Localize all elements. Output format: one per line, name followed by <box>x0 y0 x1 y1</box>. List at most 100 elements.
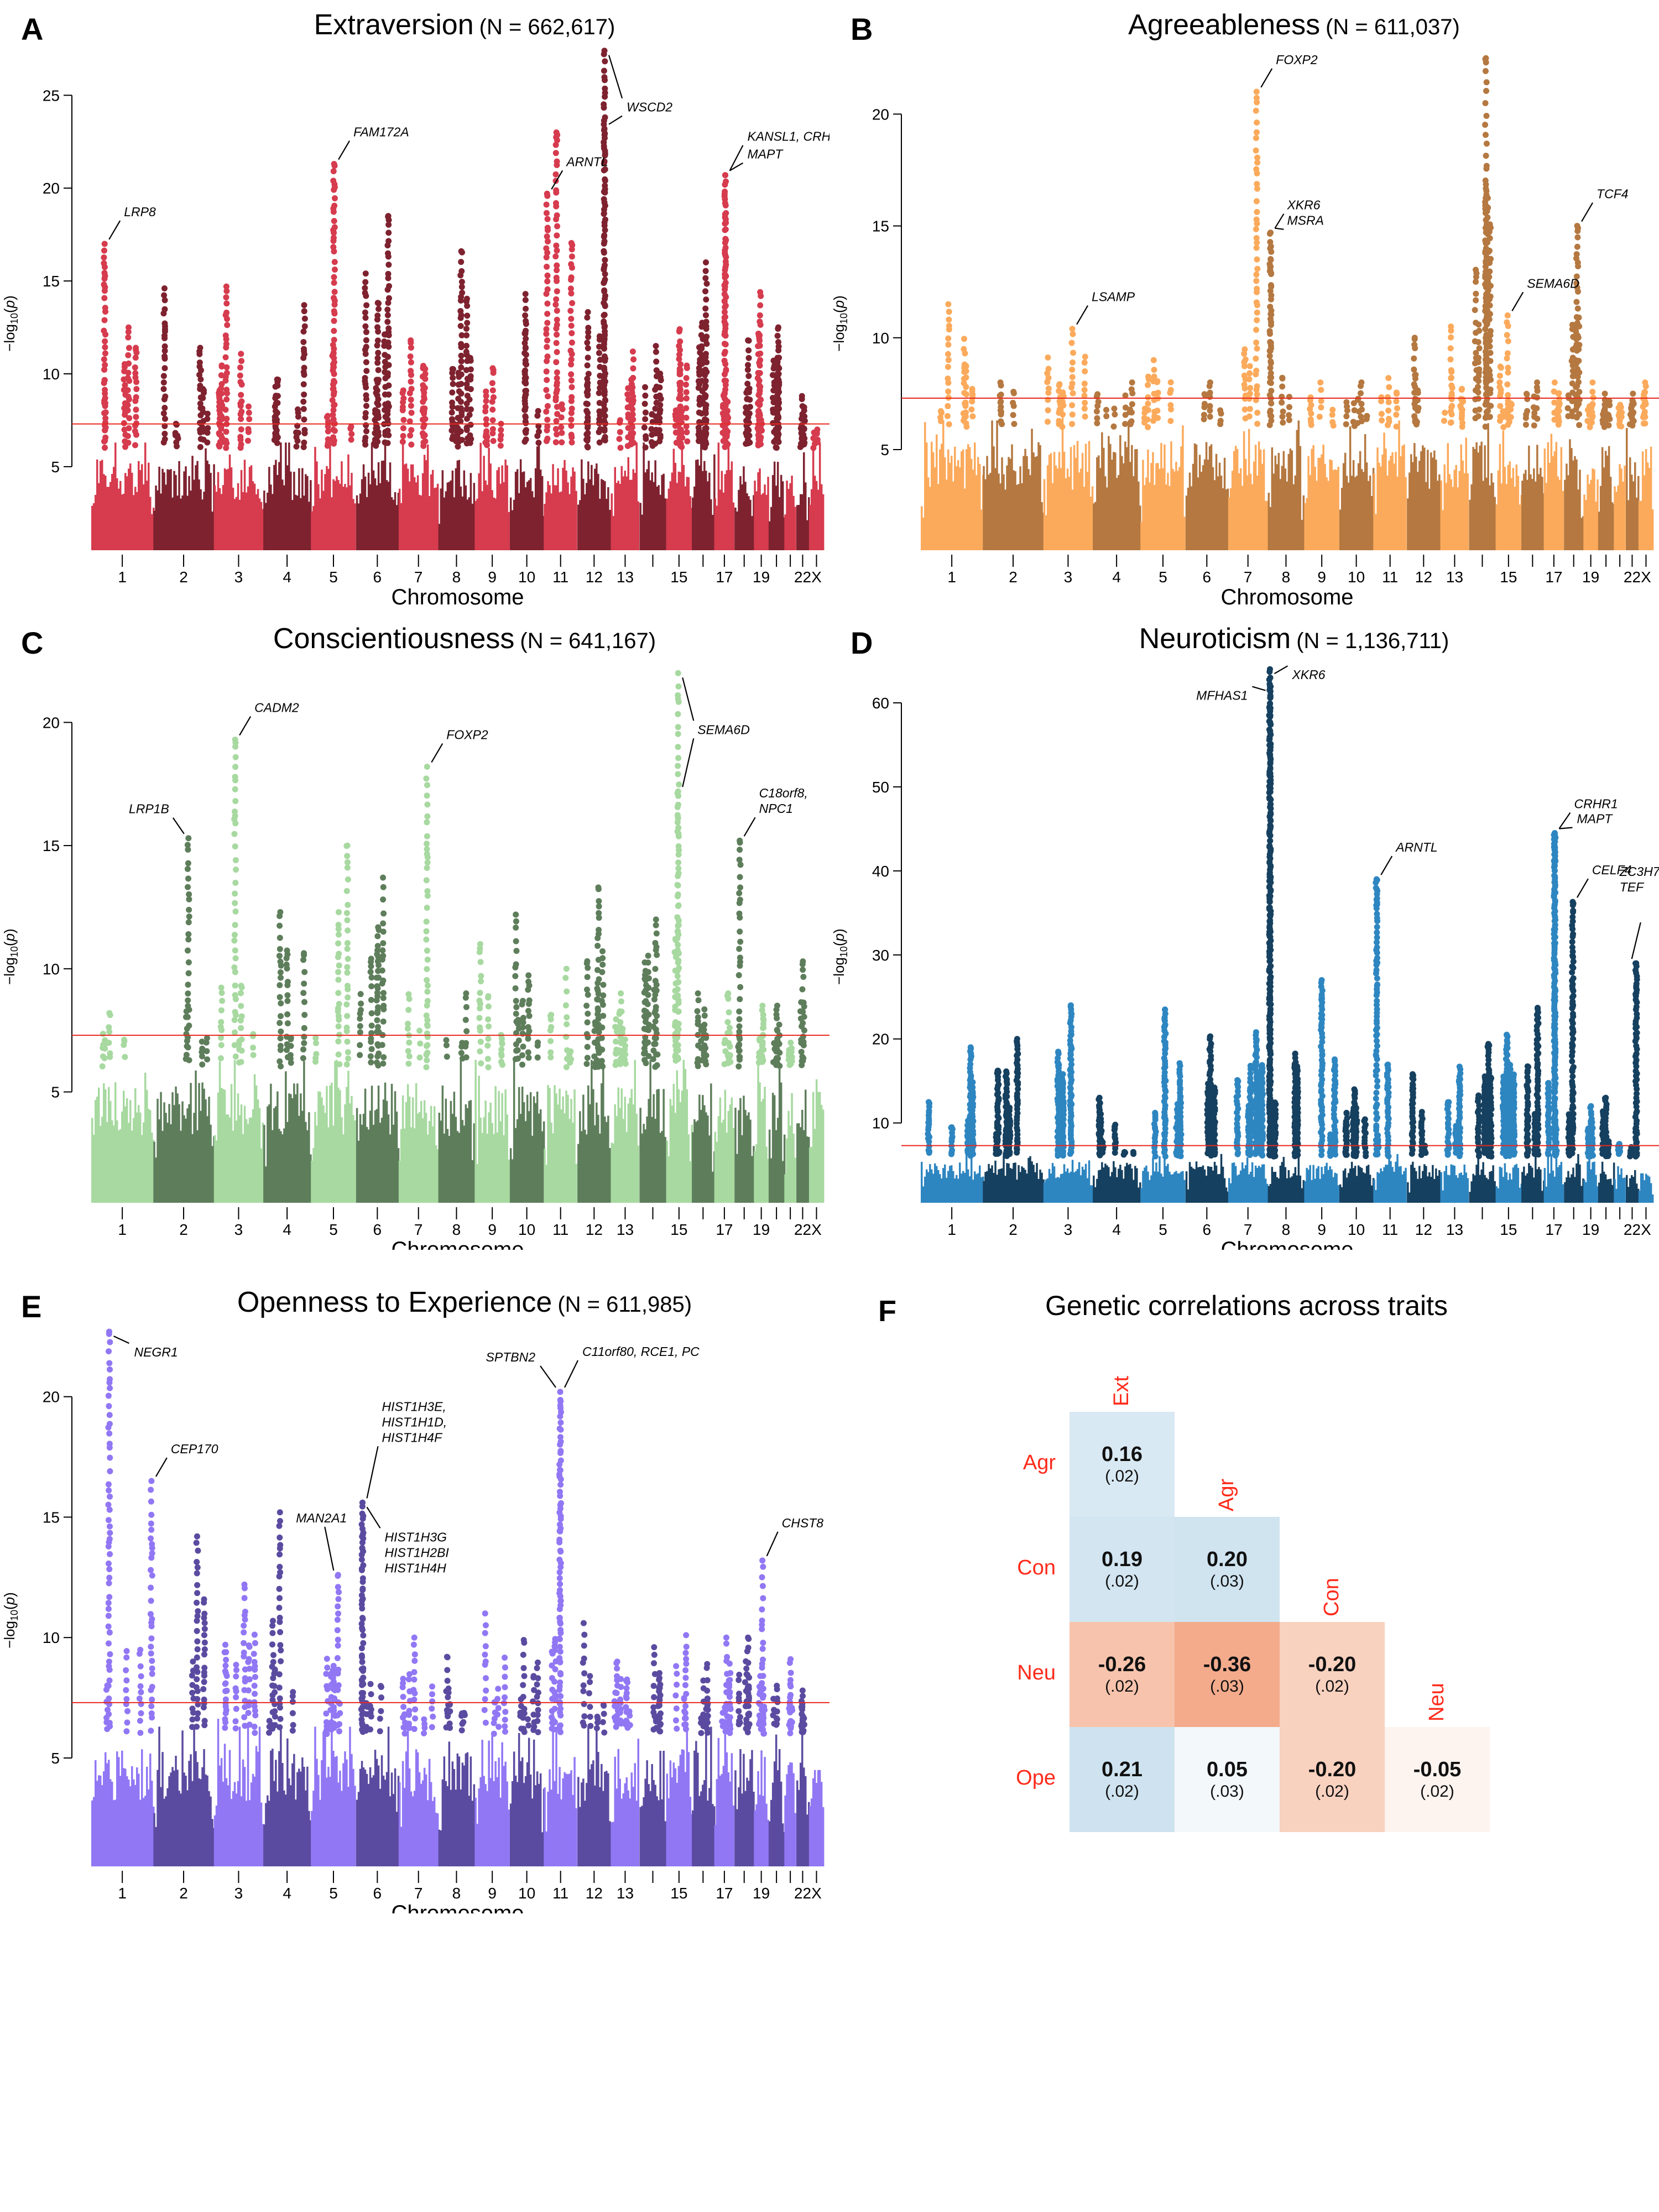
snp-point <box>1003 1108 1010 1115</box>
snp-point-top <box>1286 394 1292 400</box>
snp-point <box>1576 422 1583 429</box>
snp-point <box>1351 407 1358 414</box>
snp-point-top <box>335 909 342 915</box>
snp-point <box>745 347 752 354</box>
snp-point <box>617 1019 624 1025</box>
snp-point <box>1573 400 1580 406</box>
gene-label: FOXP2 <box>1260 53 1318 88</box>
snp-point <box>424 893 431 899</box>
x-tick-label: 5 <box>1159 568 1167 586</box>
snp-point <box>374 1017 380 1024</box>
snp-point <box>1067 1084 1073 1091</box>
snp-point <box>682 381 689 388</box>
snp-density <box>1043 404 1094 550</box>
snp-point <box>523 427 530 434</box>
snp-point <box>277 1013 284 1020</box>
snp-point <box>1411 366 1417 373</box>
snp-point <box>1459 399 1466 405</box>
snp-point <box>331 337 337 343</box>
snp-point <box>544 233 550 240</box>
snp-point <box>232 754 239 760</box>
snp-point <box>1207 1076 1214 1083</box>
snp-point <box>1070 390 1076 397</box>
snp-point-top <box>1176 1060 1183 1067</box>
panel-a-extraversion: Extraversion (N = 662,617) A 5 10 15 20 25 −log1… <box>0 0 830 636</box>
snp-point <box>385 325 392 332</box>
chromosome-9 <box>474 941 510 1203</box>
snp-point <box>477 1024 483 1031</box>
x-tick-label: 6 <box>1203 568 1212 586</box>
snp-point <box>652 405 659 412</box>
x-tick-label: 13 <box>617 568 634 586</box>
snp-point <box>1241 406 1248 413</box>
chromosome-16 <box>692 259 716 550</box>
snp-point <box>301 364 307 371</box>
snp-point <box>554 247 560 254</box>
snp-point-top <box>133 345 139 351</box>
snp-point-top <box>653 916 659 923</box>
snp-density <box>692 1083 716 1203</box>
chromosome-6 <box>356 874 400 1203</box>
snp-point <box>277 1042 284 1049</box>
snp-point <box>643 433 649 440</box>
snp-point <box>464 393 471 399</box>
snp-point <box>300 328 307 335</box>
snp-point <box>197 400 204 407</box>
snp-point <box>1473 349 1479 356</box>
snp-point <box>233 867 239 873</box>
chromosome-10 <box>509 911 545 1203</box>
gene-name: FAM172A <box>353 125 409 139</box>
snp-point <box>490 437 497 444</box>
snp-point <box>1268 292 1275 299</box>
snp-point <box>348 431 355 437</box>
snp-point-top <box>1601 401 1608 408</box>
snp-point <box>458 284 465 290</box>
snp-point <box>331 202 338 209</box>
snp-point <box>196 359 203 366</box>
snp-point-top <box>236 1038 243 1045</box>
snp-point <box>695 378 702 384</box>
snp-point <box>696 409 702 416</box>
snp-point <box>544 343 550 350</box>
snp-point <box>345 901 351 908</box>
snp-point <box>362 410 369 416</box>
snp-point <box>513 1004 520 1010</box>
snp-point <box>757 428 763 435</box>
snp-point <box>367 1053 374 1060</box>
snp-point <box>544 435 551 442</box>
snp-point <box>1254 392 1260 398</box>
snp-point <box>106 1040 112 1046</box>
snp-point <box>723 262 729 268</box>
snp-point <box>770 394 776 401</box>
snp-point <box>1254 420 1261 427</box>
snp-point <box>775 386 781 393</box>
snp-point <box>1574 305 1581 312</box>
snp-point <box>1068 1061 1074 1068</box>
snp-point <box>703 369 710 375</box>
snp-point-top <box>1246 363 1253 369</box>
x-tick-label: 15 <box>670 1221 687 1238</box>
snp-point <box>1246 390 1253 397</box>
snp-point <box>1003 1147 1010 1154</box>
snp-point <box>423 1051 430 1058</box>
snp-point-top <box>1343 399 1350 405</box>
y-tick-label: 5 <box>51 1084 60 1101</box>
snp-point <box>380 940 387 947</box>
snp-point <box>1350 419 1357 425</box>
snp-point <box>737 847 743 853</box>
chromosome-2 <box>153 285 215 550</box>
snp-point <box>1475 413 1481 420</box>
snp-point <box>1003 1119 1010 1125</box>
snp-point <box>385 391 392 398</box>
snp-point <box>677 338 684 345</box>
snp-point <box>1081 405 1088 412</box>
snp-point <box>1253 129 1260 135</box>
snp-point-top <box>1067 1002 1074 1009</box>
snp-point <box>300 381 307 388</box>
snp-point <box>1067 1090 1074 1097</box>
snp-point <box>405 1061 412 1067</box>
snp-point <box>674 812 681 818</box>
snp-point <box>223 387 230 393</box>
snp-point <box>654 952 660 958</box>
snp-point <box>775 396 782 403</box>
